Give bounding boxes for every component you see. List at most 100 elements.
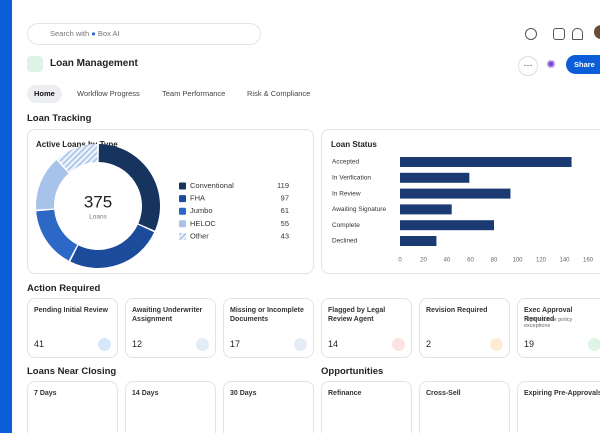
y-tick-label: Declined bbox=[332, 238, 358, 245]
legend-swatch bbox=[179, 207, 186, 215]
tab[interactable]: Workflow Progress bbox=[77, 89, 140, 98]
x-tick-label: 120 bbox=[536, 258, 547, 264]
x-tick-label: 140 bbox=[559, 258, 570, 264]
card-icon bbox=[490, 338, 503, 351]
legend-value: 43 bbox=[281, 231, 289, 240]
search-bar[interactable]: Search with ● Box AI bbox=[27, 23, 261, 45]
ai-button[interactable]: ✺ bbox=[546, 59, 556, 71]
tab[interactable]: Risk & Compliance bbox=[247, 89, 311, 98]
action-card[interactable]: Pending Initial Review 41 bbox=[27, 298, 118, 358]
closing-card[interactable]: 14 Days bbox=[125, 381, 216, 433]
card-title: 7 Days bbox=[34, 390, 57, 397]
action-card[interactable]: Revision Required 2 bbox=[419, 298, 510, 358]
tab[interactable]: Home bbox=[27, 85, 62, 103]
legend-swatch bbox=[179, 182, 186, 190]
donut-total: 375 bbox=[84, 192, 112, 211]
card: Loan Status 0 20 40 60 80 100 120 140 160 Accepte… bbox=[321, 129, 600, 274]
card: Active Loans by Type Conventional 119 FHA 9… bbox=[27, 129, 314, 274]
section-title: Opportunities bbox=[321, 366, 384, 377]
legend-label: FHA bbox=[190, 194, 205, 203]
chart-title: Loan Status bbox=[331, 140, 377, 149]
card-title: Exec Approval Required bbox=[524, 307, 573, 323]
donut-total-label: Loans bbox=[89, 214, 107, 221]
y-tick-label: In Review bbox=[332, 190, 361, 197]
bell-icon[interactable] bbox=[572, 28, 583, 40]
card-title: Cross-Sell bbox=[426, 390, 461, 397]
x-tick-label: 40 bbox=[444, 258, 451, 264]
x-tick-label: 0 bbox=[398, 258, 402, 264]
app-icon bbox=[27, 56, 43, 72]
donut-segment bbox=[36, 160, 69, 210]
x-tick-label: 160 bbox=[583, 258, 594, 264]
sidebar bbox=[0, 0, 12, 433]
section-title: Loans Near Closing bbox=[27, 366, 117, 377]
action-card[interactable]: Awaiting Underwriter Assignment 12 bbox=[125, 298, 216, 358]
bar bbox=[400, 157, 572, 167]
share-button[interactable]: Share bbox=[566, 55, 600, 74]
bar bbox=[400, 172, 470, 183]
action-card[interactable]: Missing or Incomplete Documents 17 bbox=[223, 298, 314, 358]
tab[interactable]: Team Performance bbox=[162, 89, 226, 98]
action-card[interactable]: Exec Approval Required High-value or poli… bbox=[517, 298, 600, 358]
x-tick-label: 60 bbox=[467, 258, 474, 264]
search-placeholder: Search with bbox=[50, 29, 90, 38]
legend-value: 55 bbox=[281, 219, 289, 228]
section-title: Action Required bbox=[27, 283, 101, 294]
card-icon bbox=[392, 338, 405, 351]
card-count: 12 bbox=[132, 339, 143, 349]
closing-card[interactable]: Expiring Pre-Approvals bbox=[517, 381, 600, 433]
card-title: Refinance bbox=[328, 390, 362, 397]
card-subtitle: High-value or policy exceptions bbox=[524, 317, 573, 329]
card-title: Missing or Incomplete Documents bbox=[230, 307, 304, 323]
card-title: 14 Days bbox=[132, 390, 159, 397]
avatar[interactable] bbox=[594, 25, 600, 39]
bar bbox=[400, 204, 452, 215]
closing-card[interactable]: 30 Days bbox=[223, 381, 314, 433]
card-icon bbox=[588, 338, 600, 351]
action-card[interactable]: Flagged by Legal Review Agent 14 bbox=[321, 298, 412, 358]
legend-value: 97 bbox=[281, 194, 289, 203]
x-tick-label: 20 bbox=[420, 258, 427, 264]
card-count: 41 bbox=[34, 339, 45, 349]
help-icon[interactable] bbox=[525, 28, 537, 40]
legend-swatch bbox=[179, 232, 186, 240]
y-tick-label: Complete bbox=[332, 222, 360, 229]
bar bbox=[400, 236, 437, 246]
legend-label: HELOC bbox=[190, 219, 216, 228]
icon[interactable] bbox=[553, 28, 565, 40]
more-button[interactable]: ⋯ bbox=[518, 56, 538, 76]
donut-segment bbox=[70, 224, 155, 269]
closing-card[interactable]: Cross-Sell bbox=[419, 381, 510, 433]
card-icon bbox=[294, 338, 307, 351]
chart-title: Active Loans by Type bbox=[36, 140, 118, 149]
donut-segment bbox=[98, 144, 160, 231]
card-count: 2 bbox=[426, 339, 432, 349]
closing-card[interactable]: Refinance bbox=[321, 381, 412, 433]
card-title: Revision Required bbox=[426, 307, 488, 314]
legend-value: 61 bbox=[281, 206, 289, 215]
y-tick-label: Awaiting Signature bbox=[332, 206, 386, 213]
legend-swatch bbox=[179, 195, 186, 203]
legend-swatch bbox=[179, 220, 186, 228]
card-count: 17 bbox=[230, 339, 241, 349]
legend-label: Jumbo bbox=[190, 206, 213, 215]
ai-icon: ● bbox=[91, 29, 96, 38]
closing-card[interactable]: 7 Days bbox=[27, 381, 118, 433]
bar bbox=[400, 188, 511, 199]
page-title: Loan Management bbox=[50, 58, 138, 69]
y-tick-label: In Verification bbox=[332, 175, 371, 182]
bar bbox=[400, 220, 494, 231]
x-tick-label: 80 bbox=[491, 258, 498, 264]
bar-chart: 0 20 40 60 80 100 120 140 160 Accepted In Verifica… bbox=[332, 157, 594, 264]
y-tick-label: Accepted bbox=[332, 159, 359, 166]
card-count: 14 bbox=[328, 339, 339, 349]
section-title: Loan Tracking bbox=[27, 113, 92, 124]
card-icon bbox=[196, 338, 209, 351]
donut-segment bbox=[57, 144, 98, 173]
card-count: 19 bbox=[524, 339, 535, 349]
card-title: Pending Initial Review bbox=[34, 307, 108, 314]
legend-label: Conventional bbox=[190, 181, 234, 190]
search-ai: Box AI bbox=[97, 29, 120, 38]
card-title: Flagged by Legal Review Agent bbox=[328, 307, 386, 323]
donut-chart: Conventional 119 FHA 97 Jumbo 61 HELOC 55 Other 4… bbox=[36, 144, 289, 269]
